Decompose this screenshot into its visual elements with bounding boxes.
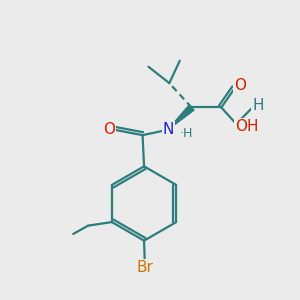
Text: O: O xyxy=(103,122,115,137)
Text: OH: OH xyxy=(235,119,258,134)
Text: H: H xyxy=(252,98,264,112)
Text: Br: Br xyxy=(137,260,154,275)
Text: O: O xyxy=(234,78,246,93)
Text: ·H: ·H xyxy=(180,127,193,140)
Polygon shape xyxy=(168,105,194,130)
Text: N: N xyxy=(163,122,174,137)
